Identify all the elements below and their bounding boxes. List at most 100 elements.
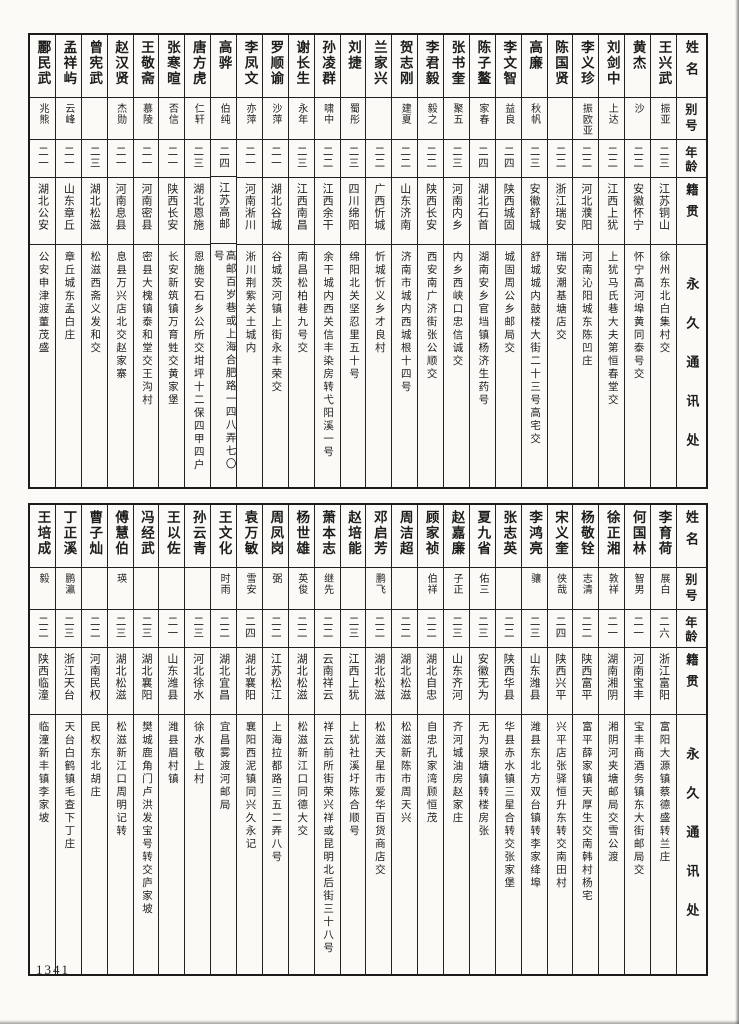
person-name: 袁万敏	[237, 505, 262, 568]
person-native-place: 河南密县	[133, 178, 159, 245]
person-native-place: 安徽舒城	[521, 178, 547, 245]
person-age: 二一	[625, 610, 650, 648]
person-alias-text: 振欧亚	[580, 103, 592, 136]
person-alias: 继先	[314, 568, 340, 610]
person-name-text: 罗顺谕	[268, 40, 284, 87]
person-age: 二二	[573, 140, 599, 178]
person-age-text: 二二	[425, 616, 437, 639]
person-address-text: 松滋天星市爱华百货商店交	[373, 721, 385, 877]
person-alias-text: 振亚	[657, 103, 669, 125]
person-name: 陈国贤	[547, 35, 573, 98]
person-alias-text: 亦萍	[243, 103, 255, 125]
person-age-text: 二四	[554, 616, 566, 639]
person-native-place: 江西上犹	[599, 178, 625, 245]
person-alias: 佑三	[469, 568, 495, 610]
person-age-text: 二一	[632, 616, 644, 639]
person-native-place: 湖北松滋	[366, 648, 392, 715]
person-age-text: 二六	[657, 616, 669, 639]
person-alias	[159, 568, 185, 610]
person-age-text: 二一	[36, 146, 48, 169]
person-column: 萧本志 继先 二二 云南祥云 祥云前所街荣兴祥或昆明北后街三十八号	[314, 505, 341, 974]
person-native-place: 河南息县	[107, 178, 133, 245]
person-age: 二二	[625, 140, 650, 178]
person-name-text: 张志英	[501, 510, 517, 557]
person-name-text: 曾宪武	[87, 40, 103, 87]
person-native-place: 陕西临潼	[30, 648, 55, 715]
person-name-text: 杨世雄	[294, 510, 310, 557]
person-alias-text: 云峰	[62, 103, 74, 125]
person-alias: 伯祥	[418, 568, 443, 610]
person-age-text: 二二	[425, 146, 437, 169]
person-age-text: 二三	[528, 616, 540, 639]
person-age: 二四	[211, 140, 236, 178]
person-name: 周凤岗	[262, 505, 288, 568]
person-name: 顾家祯	[418, 505, 443, 568]
person-age-text: 二二	[373, 616, 385, 639]
person-address-text: 济南市城内西城根十四号	[399, 251, 411, 394]
person-address: 徐州东北白集村交	[651, 245, 676, 487]
person-name: 张书奎	[444, 35, 469, 98]
person-name: 赵嘉廉	[444, 505, 469, 568]
person-address-text: 章丘城东孟白庄	[63, 251, 75, 342]
person-native-place: 陕西华县	[495, 648, 521, 715]
person-address: 城固周公乡邮局交	[496, 245, 521, 487]
person-native-place: 湖北襄阳	[237, 648, 262, 715]
person-native-place: 浙江瑞安	[547, 178, 573, 245]
person-address-text: 河南沁阳城东陈凹庄	[580, 251, 592, 368]
person-address: 无为泉塘镇转楼房张	[470, 715, 495, 974]
person-alias	[366, 98, 392, 140]
person-address-text: 公安申津渡董茂盛	[37, 251, 49, 355]
person-column: 王以佐 二一 山东潍县 潍县眉村镇	[159, 505, 186, 974]
person-address: 自忠孔家湾顾恒茂	[418, 715, 443, 974]
person-native-place: 湖北襄阳	[133, 648, 159, 715]
person-name-text: 何国林	[630, 510, 646, 557]
person-address-text: 潍县东北方双台镇转李家绛埠	[529, 721, 541, 890]
person-column: 兰家兴 二二 广西忻城 忻城忻义乡才良村	[366, 35, 393, 487]
person-column: 丁正溪 鹏瀛 二三 浙江天台 天台白鹤镇毛查下丁庄	[55, 505, 82, 974]
person-age: 二三	[133, 610, 159, 648]
person-native-place: 广西忻城	[366, 178, 392, 245]
person-age-text: 二二	[502, 616, 514, 639]
person-address: 绵阳北关坚忍里五十号	[341, 245, 366, 487]
person-native-place: 湖北松滋	[392, 648, 418, 715]
person-native-place: 河北濮阳	[573, 178, 599, 245]
person-age-text: 二三	[450, 616, 462, 639]
header-age-label-text: 年龄	[683, 146, 698, 174]
person-name: 陈子鳌	[469, 35, 495, 98]
person-alias-text: 毅之	[425, 103, 437, 125]
person-column: 张寒暄 否信 二一 陕西长安 长安新筑镇万育甡交黄家堡	[159, 35, 186, 487]
person-name-text: 谢长生	[294, 40, 310, 87]
person-age: 二二	[211, 610, 236, 648]
person-alias-text: 聚五	[450, 103, 462, 125]
header-name-label-text: 姓名	[683, 510, 699, 554]
person-native-place-text: 浙江瑞安	[553, 183, 566, 231]
person-alias-text: 伯祥	[425, 573, 437, 595]
person-alias: 敦祥	[599, 568, 625, 610]
person-address: 兴平店张驿恒升东转交南田村	[548, 715, 573, 974]
person-address-text: 湖南安乡官垱镇杨济生药号	[477, 251, 489, 407]
person-age: 二二	[392, 610, 418, 648]
person-name-text: 李凤文	[242, 40, 258, 87]
person-name: 兰家兴	[366, 35, 392, 98]
person-alias-text: 骧	[528, 573, 540, 584]
person-address-text: 民权东北胡庄	[89, 721, 101, 799]
person-age: 二二	[288, 610, 314, 648]
person-native-place-text: 陕西长安	[165, 183, 178, 231]
person-column: 张志英 二二 陕西华县 华县赤水镇三星合转交张家堡	[495, 505, 522, 974]
person-name-text: 宋义奎	[552, 510, 568, 557]
person-age: 二二	[366, 140, 392, 178]
person-age-text: 二三	[347, 146, 359, 169]
person-name: 赵汉贤	[107, 35, 133, 98]
person-alias	[340, 568, 366, 610]
person-age-text: 二二	[373, 146, 385, 169]
person-address: 济南市城内西城根十四号	[392, 245, 417, 487]
person-address: 松滋新江口同德大交	[289, 715, 314, 974]
person-column: 陈国贤 二二 浙江瑞安 瑞安潮基塘店交	[547, 35, 574, 487]
person-name-text: 陈子鳌	[475, 40, 491, 87]
person-alias-text: 杰勋	[114, 103, 126, 125]
header-column: 姓名 别号 年龄 籍贯 永久通讯处	[676, 35, 706, 487]
person-native-place: 四川绵阳	[340, 178, 366, 245]
person-alias: 鹏飞	[366, 568, 392, 610]
person-native-place-text: 湖北公安	[36, 183, 49, 231]
